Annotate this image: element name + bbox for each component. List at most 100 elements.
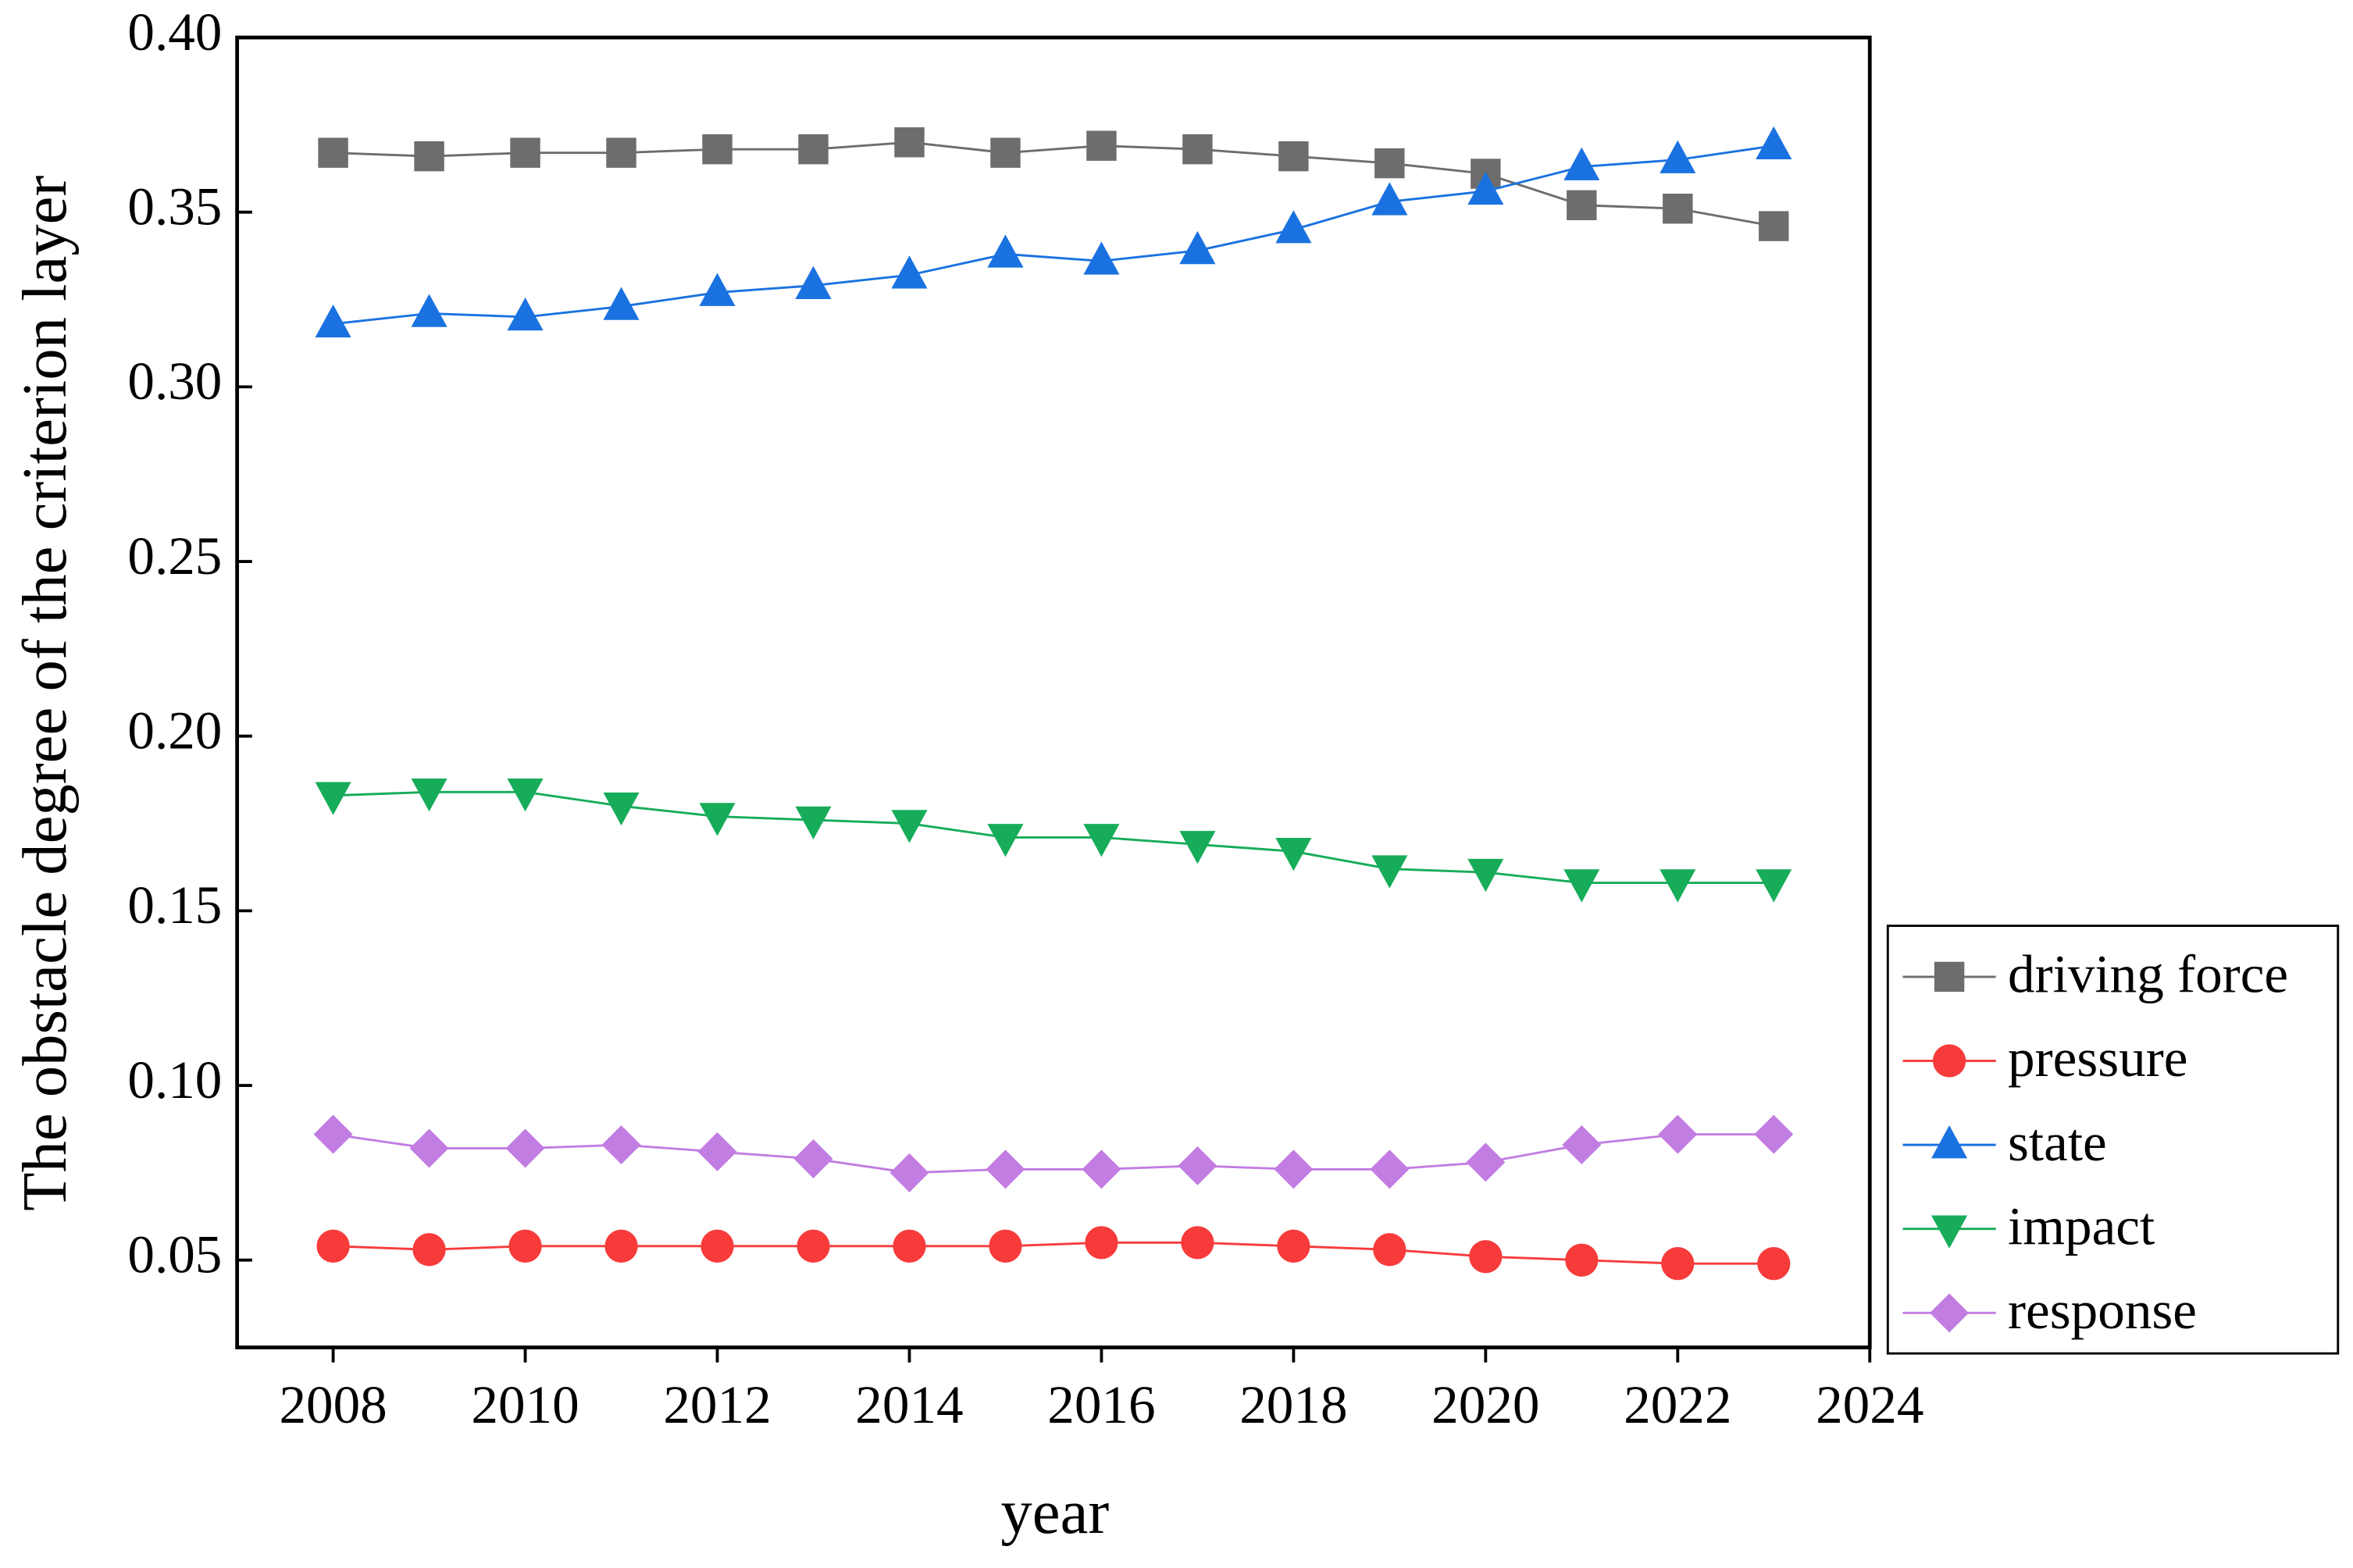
legend-label: response — [2008, 1280, 2197, 1340]
marker — [701, 1229, 734, 1263]
legend-marker — [1934, 961, 1965, 992]
marker — [1374, 148, 1405, 179]
series-line — [333, 144, 1774, 326]
marker — [313, 1114, 353, 1154]
marker — [1562, 1125, 1602, 1165]
marker — [1466, 1142, 1506, 1182]
legend-label: state — [2008, 1112, 2107, 1172]
y-tick-label: 0.30 — [127, 351, 222, 411]
marker — [891, 810, 928, 843]
series-line — [333, 1241, 1774, 1265]
marker — [411, 778, 447, 812]
marker — [795, 806, 832, 840]
marker — [315, 782, 351, 815]
x-axis-label: year — [1000, 1477, 1109, 1547]
marker — [510, 137, 540, 168]
marker — [603, 287, 640, 320]
marker — [1467, 171, 1504, 205]
marker — [1181, 1226, 1214, 1260]
marker — [1469, 1240, 1503, 1274]
legend-marker — [1931, 1215, 1968, 1249]
y-tick-label: 0.10 — [127, 1049, 222, 1110]
marker — [1663, 194, 1693, 224]
marker — [795, 265, 832, 299]
marker — [414, 141, 444, 172]
marker — [412, 1233, 446, 1267]
legend-label: driving force — [2008, 944, 2288, 1004]
marker — [1086, 130, 1117, 161]
marker — [603, 792, 640, 826]
legend-label: impact — [2008, 1196, 2155, 1256]
marker — [798, 134, 829, 165]
marker — [316, 1229, 350, 1263]
x-tick-label: 2024 — [1816, 1374, 1923, 1434]
marker — [606, 137, 636, 168]
marker — [1275, 210, 1312, 244]
y-tick-label: 0.35 — [127, 176, 222, 237]
marker — [793, 1139, 833, 1178]
marker — [1660, 140, 1696, 173]
marker — [891, 255, 928, 289]
marker — [990, 137, 1021, 168]
marker — [508, 1229, 542, 1263]
y-tick-label: 0.20 — [127, 700, 222, 761]
y-tick-label: 0.25 — [127, 526, 222, 586]
marker — [1182, 134, 1213, 165]
marker — [1371, 855, 1408, 889]
marker — [1178, 1146, 1217, 1185]
y-tick-label: 0.15 — [127, 875, 222, 935]
legend-marker — [1932, 1044, 1966, 1078]
marker — [699, 273, 736, 306]
marker — [1756, 869, 1792, 903]
x-tick-label: 2022 — [1624, 1374, 1731, 1434]
marker — [1757, 1247, 1791, 1281]
marker — [894, 127, 925, 158]
marker — [1759, 211, 1789, 241]
marker — [1658, 1114, 1698, 1154]
marker — [411, 294, 447, 327]
legend-marker — [1930, 1293, 1970, 1333]
x-tick-label: 2012 — [663, 1374, 771, 1434]
x-tick-label: 2016 — [1047, 1374, 1155, 1434]
marker — [1082, 1149, 1121, 1189]
marker — [604, 1229, 638, 1263]
series-line — [333, 1133, 1774, 1174]
marker — [987, 824, 1024, 857]
marker — [1563, 147, 1600, 180]
marker — [702, 134, 733, 165]
x-tick-label: 2018 — [1239, 1374, 1347, 1434]
marker — [1083, 241, 1120, 275]
marker — [893, 1229, 926, 1263]
x-tick-label: 2020 — [1431, 1374, 1539, 1434]
series-line — [333, 141, 1774, 228]
marker — [505, 1128, 545, 1168]
marker — [315, 304, 351, 338]
marker — [890, 1153, 929, 1192]
marker — [1756, 126, 1792, 160]
marker — [601, 1125, 641, 1165]
plot-frame — [235, 35, 1872, 1349]
y-tick-label: 0.05 — [127, 1224, 222, 1285]
marker — [1278, 141, 1309, 172]
marker — [989, 1229, 1022, 1263]
legend-marker — [1931, 1125, 1968, 1159]
y-axis-label: The obstacle degree of the criterion lay… — [10, 176, 80, 1211]
marker — [1754, 1114, 1794, 1154]
legend-box — [1886, 925, 2340, 1355]
marker — [318, 137, 348, 168]
marker — [697, 1132, 737, 1172]
marker — [1277, 1229, 1310, 1263]
marker — [1370, 1149, 1410, 1189]
marker — [1275, 838, 1312, 871]
marker — [409, 1128, 449, 1168]
marker — [1567, 190, 1597, 220]
x-tick-label: 2010 — [471, 1374, 579, 1434]
legend-label: pressure — [2008, 1028, 2187, 1088]
marker — [1371, 182, 1408, 216]
marker — [1085, 1226, 1118, 1260]
marker — [986, 1149, 1025, 1189]
marker — [1467, 858, 1504, 893]
marker — [1661, 1247, 1695, 1281]
